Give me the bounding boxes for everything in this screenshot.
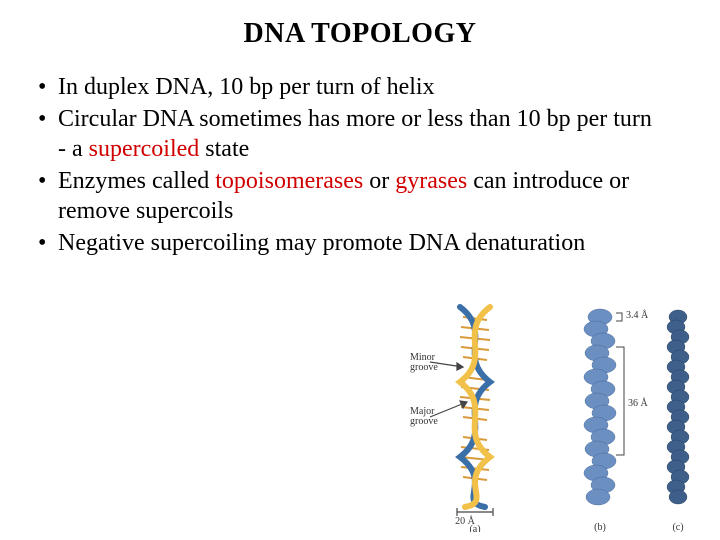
helix-b-icon (584, 309, 624, 505)
bullet-marker: • (38, 228, 58, 258)
helix-c-icon (667, 310, 689, 504)
caption-c: (c) (672, 522, 683, 532)
bullet-text: Enzymes called topoisomerases or gyrases… (58, 166, 660, 226)
minor-groove-label: Minorgroove (410, 352, 438, 373)
highlight-term: topoisomerases (215, 168, 363, 194)
highlight-term: supercoiled (89, 136, 200, 162)
turn-label: 36 Å (628, 397, 649, 409)
page-title: DNA TOPOLOGY (0, 0, 720, 72)
rise-label: 3.4 Å (626, 309, 649, 321)
bullet-list: • In duplex DNA, 10 bp per turn of helix… (0, 72, 720, 258)
list-item: • Circular DNA sometimes has more or les… (38, 104, 660, 164)
bullet-text: Negative supercoiling may promote DNA de… (58, 228, 660, 258)
bullet-marker: • (38, 166, 58, 196)
helix-a-icon (430, 307, 493, 516)
list-item: • Negative supercoiling may promote DNA … (38, 228, 660, 258)
bullet-text: In duplex DNA, 10 bp per turn of helix (58, 72, 660, 102)
highlight-term: gyrases (395, 168, 467, 194)
bullet-marker: • (38, 72, 58, 102)
list-item: • Enzymes called topoisomerases or gyras… (38, 166, 660, 226)
list-item: • In duplex DNA, 10 bp per turn of helix (38, 72, 660, 102)
major-groove-label: Majorgroove (410, 406, 438, 427)
bullet-marker: • (38, 104, 58, 134)
dna-diagram: Minorgroove Majorgroove 20 Å (a) (410, 302, 710, 532)
bullet-text: Circular DNA sometimes has more or less … (58, 104, 660, 164)
caption-a: (a) (469, 524, 480, 532)
caption-b: (b) (594, 522, 606, 532)
